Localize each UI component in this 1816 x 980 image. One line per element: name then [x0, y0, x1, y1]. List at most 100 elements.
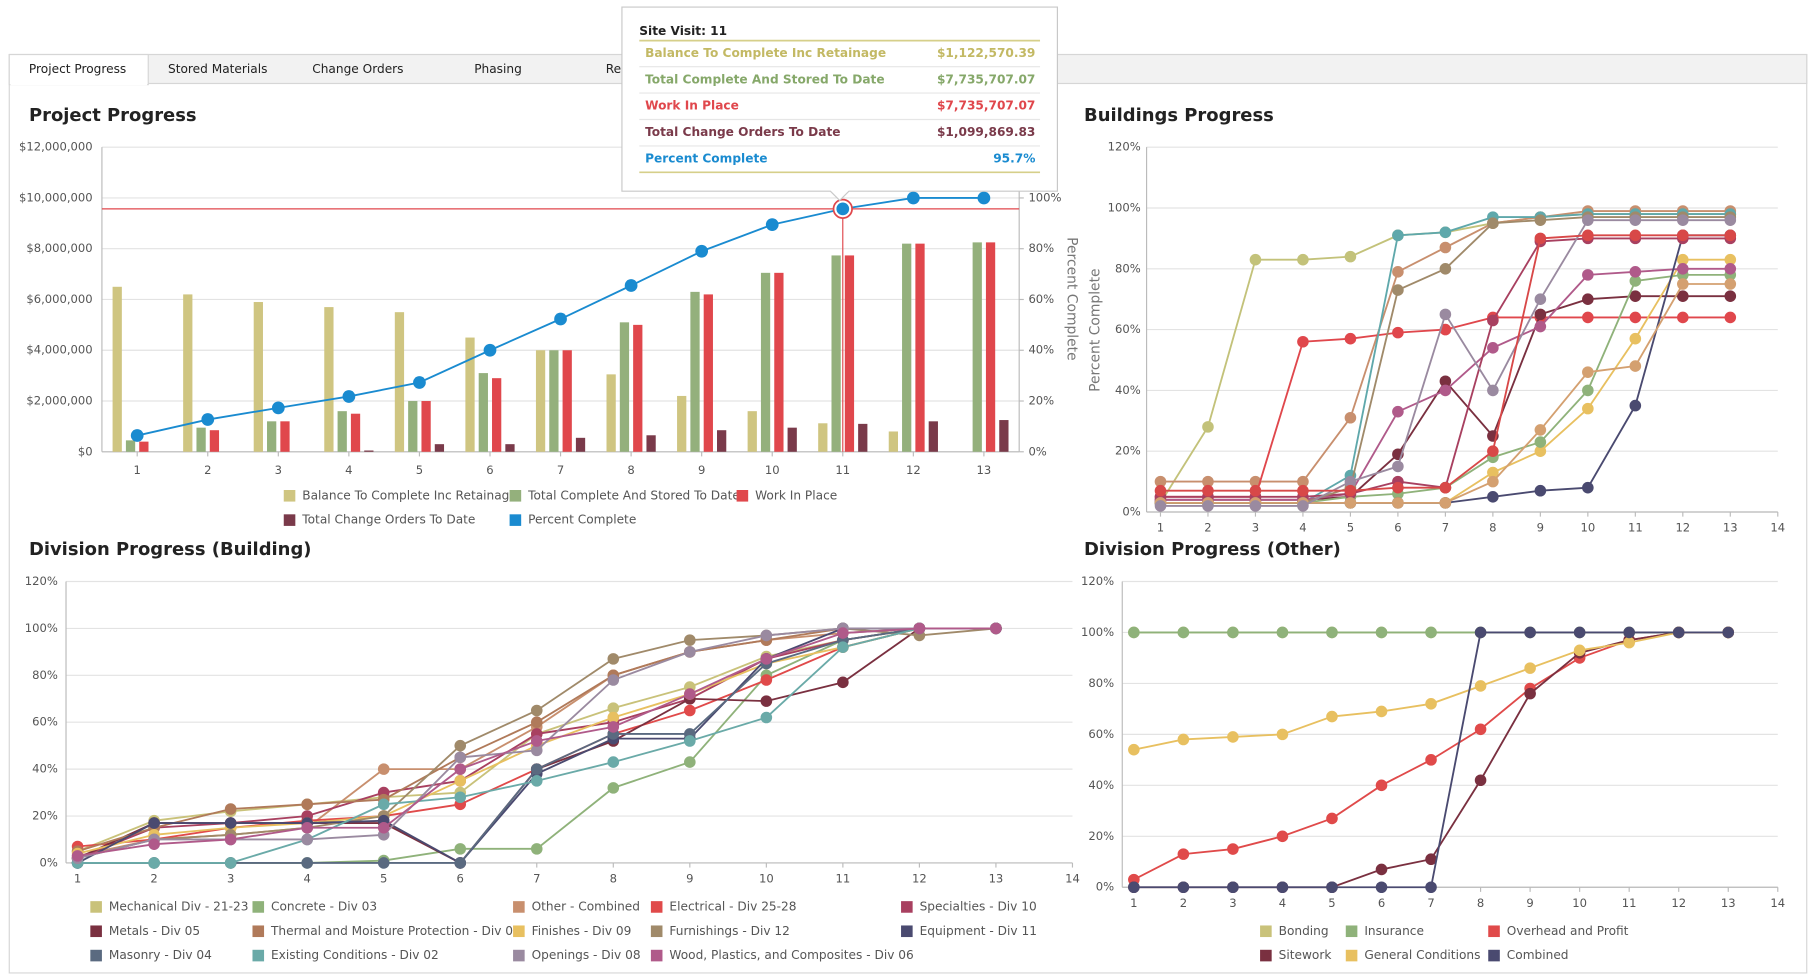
data-point [684, 688, 696, 700]
data-point [1724, 278, 1737, 290]
y-tick-label: 60% [1028, 292, 1054, 306]
chart-title: Division Progress (Other) [1084, 539, 1341, 560]
y-tick-label: 80% [1088, 676, 1114, 690]
data-point [454, 775, 467, 787]
tab[interactable]: Project Progress [29, 62, 126, 76]
data-point [342, 390, 356, 403]
data-point [1487, 217, 1499, 229]
data-point [1677, 290, 1689, 302]
bar [717, 430, 727, 452]
legend-swatch [509, 514, 522, 526]
data-point [1297, 335, 1309, 348]
legend-swatch [1488, 925, 1500, 938]
data-point [1534, 308, 1547, 321]
data-point [1487, 342, 1499, 354]
bar [434, 444, 445, 452]
x-tick-label: 11 [835, 463, 850, 477]
legend-label: Sitework [1279, 948, 1332, 962]
legend-label: Combined [1507, 948, 1569, 962]
data-point [1534, 214, 1547, 226]
y-tick-label: $2,000,000 [26, 394, 92, 408]
data-point [1375, 881, 1388, 894]
data-point [1425, 626, 1437, 639]
data-point [530, 775, 543, 787]
x-tick-label: 3 [275, 463, 282, 477]
data-point [990, 622, 1002, 635]
y-tick-label: 60% [1115, 322, 1141, 336]
data-point [224, 803, 237, 815]
legend-label: Existing Conditions - Div 02 [271, 948, 439, 962]
tooltip-value: $7,735,707.07 [937, 72, 1035, 86]
data-point [530, 735, 543, 747]
data-point [1276, 881, 1289, 894]
tooltip-value: 95.7% [993, 151, 1035, 165]
data-point [1487, 475, 1499, 488]
data-point [377, 763, 390, 775]
tooltip-label: Percent Complete [645, 151, 767, 165]
data-point [1439, 384, 1452, 397]
tooltip-box [621, 6, 1058, 202]
y-tick-label: 40% [1028, 343, 1054, 357]
data-point [530, 704, 543, 717]
x-tick-label: 11 [836, 872, 851, 886]
data-point [1375, 626, 1388, 639]
legend-label: Wood, Plastics, and Composites - Div 06 [669, 948, 913, 962]
legend-label: Furnishings - Div 12 [669, 924, 789, 938]
x-tick-label: 4 [1299, 521, 1306, 535]
data-point [1629, 266, 1642, 278]
data-point [530, 763, 543, 775]
bar [619, 322, 630, 452]
bar [888, 431, 898, 452]
tab[interactable]: Phasing [474, 62, 522, 76]
bar [747, 411, 757, 452]
y-tick-label: $4,000,000 [26, 343, 92, 357]
x-tick-label: 10 [1572, 896, 1587, 910]
data-point [1128, 881, 1140, 894]
tab[interactable]: Change Orders [312, 62, 403, 76]
y-tick-label: 40% [32, 762, 58, 776]
data-point [1439, 308, 1452, 321]
x-tick-label: 8 [1489, 521, 1496, 535]
bar [915, 243, 925, 452]
bar [928, 421, 938, 452]
bar [125, 440, 136, 452]
data-point [1177, 881, 1190, 894]
data-point [1392, 229, 1404, 242]
x-tick-label: 3 [227, 872, 234, 886]
legend-swatch [650, 949, 663, 962]
data-point [1677, 253, 1689, 266]
y-tick-label: 40% [1115, 383, 1141, 397]
tab[interactable]: Stored Materials [168, 62, 267, 76]
data-point [1326, 710, 1338, 723]
x-tick-label: 14 [1065, 872, 1080, 886]
legend-label: Masonry - Div 04 [109, 948, 212, 962]
data-point [1487, 491, 1499, 503]
legend-label: Work In Place [755, 488, 837, 502]
hover-point [836, 202, 850, 216]
legend-swatch [252, 949, 265, 962]
x-tick-label: 14 [1770, 521, 1785, 535]
charts: Project Progress $0 $2,000,000 $4,000,000 $6… [19, 105, 1785, 962]
data-point [1474, 626, 1487, 639]
data-point [530, 744, 543, 757]
data-point [1487, 466, 1499, 479]
data-point [1425, 881, 1437, 894]
bar [787, 427, 797, 452]
tooltip-label: Total Complete And Stored To Date [645, 72, 884, 86]
data-point [1177, 733, 1190, 746]
data-point [977, 191, 991, 205]
x-tick-label: 1 [1157, 521, 1164, 535]
data-point [1582, 402, 1594, 415]
y-tick-label: 100% [1108, 200, 1141, 214]
x-tick-label: 14 [1770, 896, 1785, 910]
bar [267, 421, 277, 452]
y-tick-label: $6,000,000 [26, 292, 92, 306]
chart-title: Project Progress [29, 105, 197, 126]
data-point [1202, 475, 1214, 488]
active-tab[interactable] [8, 53, 149, 86]
data-point [1154, 475, 1167, 488]
legend-label: Electrical - Div 25-28 [669, 899, 796, 913]
data-point [1227, 843, 1239, 855]
data-point [837, 627, 849, 639]
data-point [684, 646, 696, 658]
